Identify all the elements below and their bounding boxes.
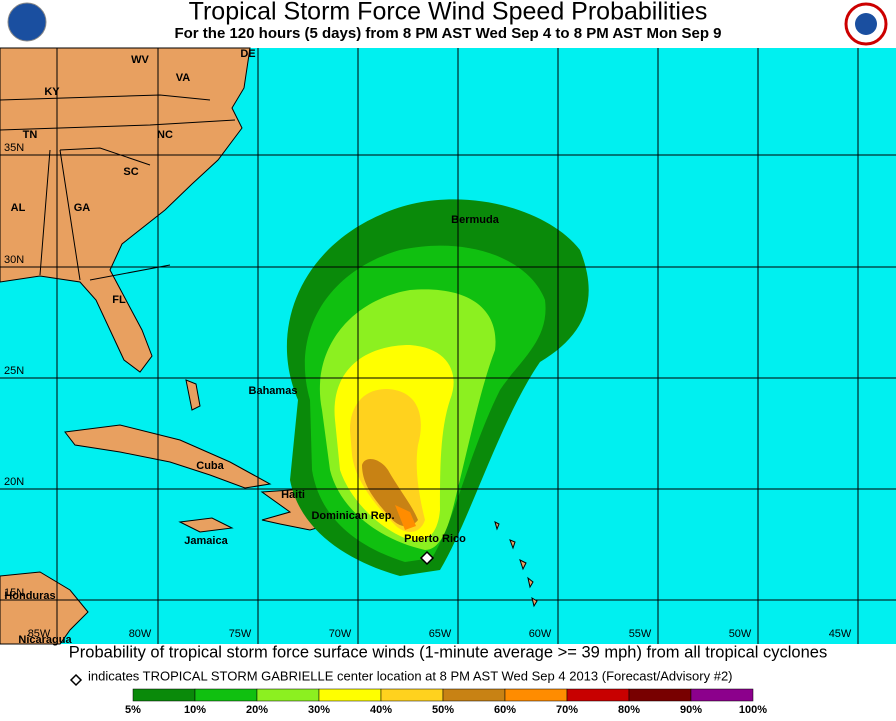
legend-swatch xyxy=(256,688,320,702)
legend: 5% 10% 20% 30% 40% 50% 60% 70% 80% 90% 100% xyxy=(125,688,767,716)
place-label: Bahamas xyxy=(249,385,298,397)
legend-swatch xyxy=(628,688,692,702)
lat-label: 20N xyxy=(4,476,24,488)
lon-label: 45W xyxy=(829,628,852,640)
lon-label: 65W xyxy=(429,628,452,640)
lon-label: 85W xyxy=(28,628,51,640)
legend-label: 30% xyxy=(308,704,330,716)
place-label: Dominican Rep. xyxy=(311,510,394,522)
place-label: Cuba xyxy=(196,460,224,472)
legend-swatch xyxy=(690,688,754,702)
legend-label: 70% xyxy=(556,704,578,716)
graticule xyxy=(0,48,896,644)
legend-label: 10% xyxy=(184,704,206,716)
lon-label: 60W xyxy=(529,628,552,640)
islands xyxy=(494,521,538,608)
place-label: GA xyxy=(74,202,91,214)
probability-contours xyxy=(286,199,589,577)
place-label: KY xyxy=(44,86,60,98)
note: indicates TROPICAL STORM GABRIELLE cente… xyxy=(88,668,733,683)
legend-label: 20% xyxy=(246,704,268,716)
legend-label: 90% xyxy=(680,704,702,716)
legend-swatch xyxy=(318,688,382,702)
legend-label: 80% xyxy=(618,704,640,716)
lon-label: 55W xyxy=(629,628,652,640)
place-label: AL xyxy=(11,202,26,214)
legend-swatch xyxy=(504,688,568,702)
place-label: NC xyxy=(157,129,173,141)
note-marker xyxy=(69,673,83,687)
lat-label: 15N xyxy=(4,587,24,599)
legend-label: 40% xyxy=(370,704,392,716)
legend-label: 100% xyxy=(739,704,767,716)
place-label: WV xyxy=(131,54,149,66)
legend-label: 60% xyxy=(494,704,516,716)
nws-logo-inner xyxy=(855,13,877,35)
legend-swatch xyxy=(380,688,444,702)
place-label: Honduras xyxy=(4,590,55,602)
place-label: Bermuda xyxy=(451,214,500,226)
legend-swatch xyxy=(442,688,506,702)
lon-label: 70W xyxy=(329,628,352,640)
legend-swatch xyxy=(194,688,258,702)
legend-label: 50% xyxy=(432,704,454,716)
place-label: Nicaragua xyxy=(18,634,72,646)
caption: Probability of tropical storm force surf… xyxy=(69,643,827,661)
lat-label: 25N xyxy=(4,365,24,377)
noaa-logo xyxy=(7,2,47,42)
legend-label: 5% xyxy=(125,704,141,716)
legend-swatch xyxy=(132,688,196,702)
storm-marker xyxy=(419,550,435,566)
place-label: Jamaica xyxy=(184,535,228,547)
lon-label: 75W xyxy=(229,628,252,640)
place-label: Haiti xyxy=(281,489,305,501)
subtitle: For the 120 hours (5 days) from 8 PM AST… xyxy=(174,25,721,42)
title: Tropical Storm Force Wind Speed Probabil… xyxy=(189,0,708,26)
lon-label: 50W xyxy=(729,628,752,640)
lat-label: 35N xyxy=(4,142,24,154)
lon-label: 80W xyxy=(129,628,152,640)
place-label: VA xyxy=(176,72,191,84)
state-borders xyxy=(0,94,236,281)
place-label: FL xyxy=(112,294,126,306)
legend-swatch xyxy=(566,688,630,702)
place-label: TN xyxy=(23,129,38,141)
lat-label: 30N xyxy=(4,254,24,266)
place-label: SC xyxy=(123,166,138,178)
place-label: DE xyxy=(240,48,255,60)
place-label: Puerto Rico xyxy=(404,533,466,545)
